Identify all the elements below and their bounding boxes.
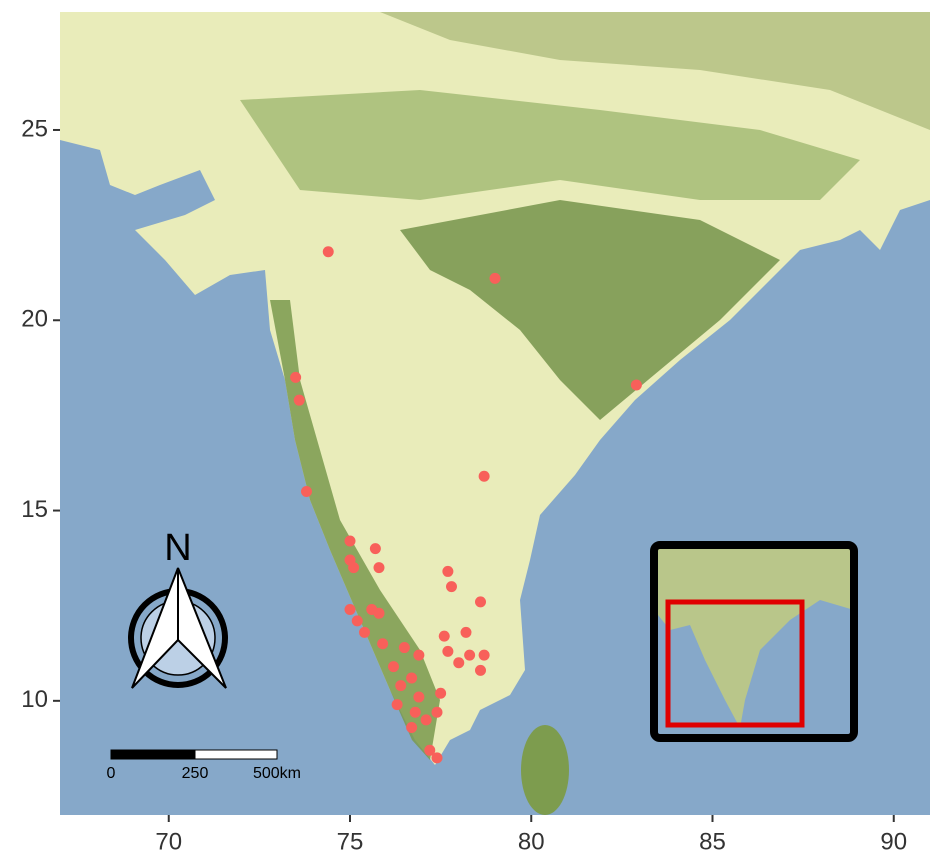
- inset-land: [654, 545, 854, 728]
- occurrence-point: [475, 596, 486, 608]
- occurrence-point: [359, 626, 370, 638]
- y-tick-label: 20: [21, 306, 48, 333]
- forest: [270, 300, 440, 760]
- forest: [240, 90, 860, 200]
- x-tick-label: 90: [880, 828, 907, 855]
- y-tick-label: 25: [21, 115, 48, 142]
- x-tick-label: 85: [699, 828, 726, 855]
- occurrence-point: [438, 630, 450, 642]
- occurrence-point: [464, 649, 476, 661]
- occurrence-point: [420, 714, 432, 726]
- land: [60, 12, 930, 765]
- scale-label: 0: [107, 765, 116, 782]
- sri-lanka: [521, 725, 569, 815]
- compass-arrow: [177, 567, 227, 689]
- occurrence-point: [478, 649, 490, 661]
- occurrence-point: [344, 603, 356, 615]
- occurrence-point: [293, 394, 305, 406]
- occurrence-point: [395, 680, 407, 692]
- occurrence-point: [435, 687, 447, 699]
- occurrence-point: [413, 691, 425, 703]
- points: [290, 246, 642, 764]
- scale-segment: [110, 749, 196, 760]
- scale-segment: [194, 749, 278, 760]
- occurrence-point: [460, 626, 472, 638]
- occurrence-point: [475, 664, 486, 676]
- north-arrow: N: [128, 527, 228, 689]
- y-tick-label: 10: [21, 686, 48, 713]
- scale-label: 250: [182, 765, 209, 782]
- occurrence-point: [630, 379, 642, 391]
- occurrence-point: [478, 470, 490, 482]
- occurrence-point: [413, 649, 425, 661]
- occurrence-point: [398, 642, 410, 654]
- x-tick-label: 80: [518, 828, 545, 855]
- occurrence-point: [409, 706, 421, 718]
- occurrence-point: [431, 706, 443, 718]
- north-label: N: [164, 527, 191, 569]
- occurrence-point: [442, 645, 454, 657]
- occurrence-point: [373, 607, 385, 619]
- occurrence-point: [290, 371, 302, 383]
- occurrence-point: [344, 535, 356, 547]
- occurrence-point: [424, 744, 436, 756]
- occurrence-point: [431, 752, 443, 764]
- occurrence-point: [369, 543, 381, 555]
- occurrence-point: [446, 581, 457, 593]
- occurrence-point: [373, 562, 385, 574]
- himalaya: [380, 12, 930, 130]
- x-tick-label: 75: [337, 828, 364, 855]
- occurrence-point: [453, 657, 465, 669]
- basemap: [60, 12, 930, 815]
- scale-label: 500km: [253, 765, 301, 782]
- y-tick-label: 15: [21, 496, 48, 523]
- occurrence-point: [377, 638, 389, 650]
- occurrence-point: [406, 721, 418, 733]
- forest: [400, 200, 780, 420]
- x-tick-label: 70: [155, 828, 182, 855]
- occurrence-point: [348, 562, 360, 574]
- inset-extent: [665, 599, 805, 728]
- occurrence-point: [388, 661, 399, 673]
- occurrence-point: [351, 615, 363, 627]
- inset-map: [650, 541, 858, 742]
- occurrence-point: [322, 246, 334, 258]
- occurrence-point: [301, 486, 312, 498]
- scale-bar: 0 250 500km: [107, 749, 301, 782]
- occurrence-point: [442, 565, 454, 577]
- inset-frame: [650, 541, 858, 742]
- occurrence-point: [406, 672, 418, 684]
- occurrence-point: [489, 272, 501, 284]
- occurrence-point: [391, 699, 403, 711]
